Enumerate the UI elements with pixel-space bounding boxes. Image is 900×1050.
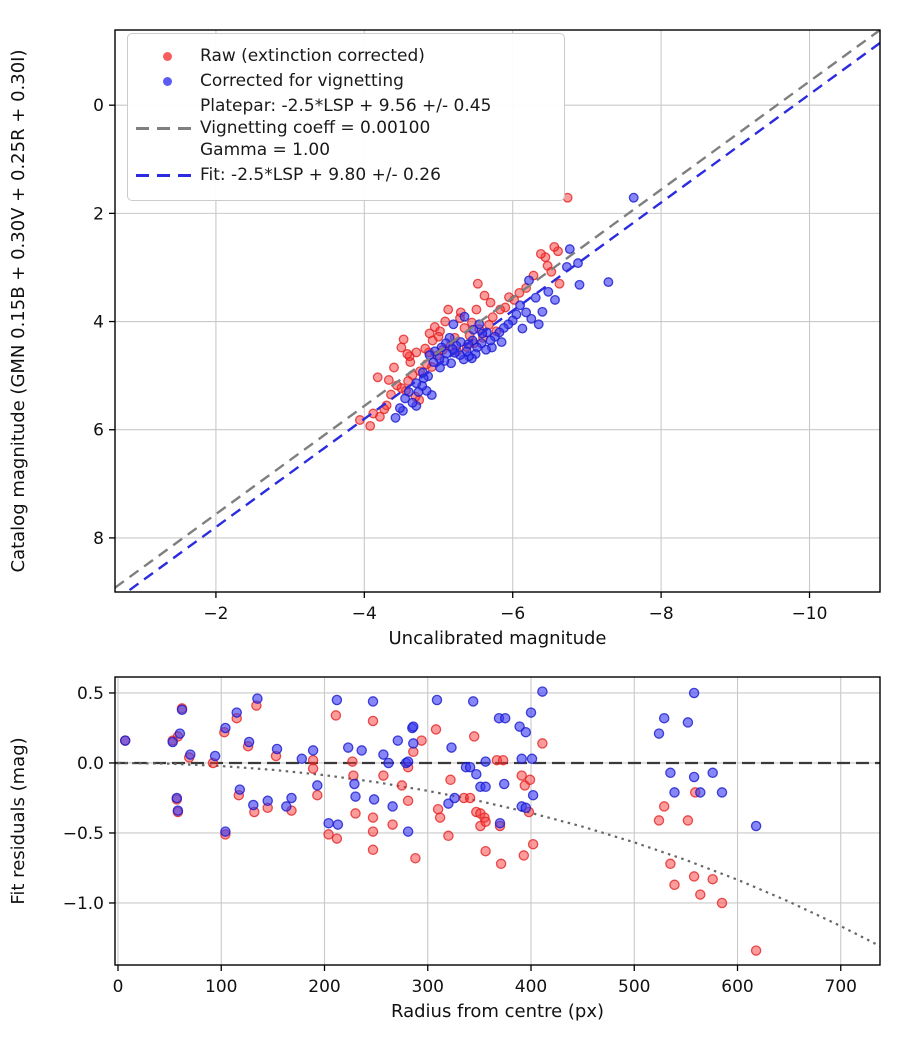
svg-text:0: 0 [113, 977, 124, 997]
legend-label-platepar-1: Platepar: -2.5*LSP + 9.56 +/- 0.45 [200, 96, 492, 117]
legend-label-platepar-2: Vignetting coeff = 0.00100 [200, 118, 431, 139]
svg-text:4: 4 [93, 313, 104, 333]
bottom-xlabel: Radius from centre (px) [391, 1001, 604, 1022]
top-xlabel: Uncalibrated magnitude [388, 628, 606, 649]
svg-text:−0.5: −0.5 [63, 824, 104, 844]
bottom-chart: 0 100 200 300 400 500 600 700 0.5 0.0 −0.5 −1.0 Radi… [8, 676, 881, 1022]
legend-label-fit: Fit: -2.5*LSP + 9.80 +/- 0.26 [200, 165, 441, 186]
svg-text:−8: −8 [649, 604, 674, 624]
svg-text:100: 100 [205, 977, 237, 997]
fit-dash-icon [136, 173, 198, 178]
top-spines [114, 29, 881, 593]
svg-text:400: 400 [515, 977, 547, 997]
legend-label-raw: Raw (extinction corrected) [200, 46, 425, 66]
top-series-1 [390, 192, 639, 423]
top-ylabel: Catalog magnitude (GMN 0.15B + 0.30V + 0… [8, 49, 29, 572]
svg-text:−2: −2 [203, 604, 228, 624]
raw-marker-icon [162, 51, 172, 61]
svg-text:300: 300 [412, 977, 444, 997]
svg-text:500: 500 [618, 977, 650, 997]
svg-text:0.5: 0.5 [77, 684, 104, 704]
top-axes: −2 −4 −6 −8 −10 0 2 4 6 8 Uncalibrated magnitude Ca… [8, 49, 827, 649]
svg-text:−10: −10 [792, 604, 828, 624]
svg-text:−1.0: −1.0 [63, 894, 104, 914]
corrected-marker-icon [162, 76, 172, 86]
svg-text:2: 2 [93, 204, 104, 224]
top-platepar-line [115, 30, 880, 589]
svg-text:0: 0 [93, 96, 104, 116]
svg-text:200: 200 [308, 977, 340, 997]
svg-text:0.0: 0.0 [77, 754, 104, 774]
svg-text:600: 600 [721, 977, 753, 997]
platepar-dash-icon [136, 126, 198, 131]
legend-item-corrected: Corrected for vignetting [134, 70, 554, 92]
svg-text:700: 700 [825, 977, 857, 997]
legend-label-platepar-3: Gamma = 1.00 [200, 140, 331, 161]
svg-text:−4: −4 [352, 604, 377, 624]
bottom-ylabel: Fit residuals (mag) [8, 737, 29, 904]
legend-item-platepar: Platepar: -2.5*LSP + 9.56 +/- 0.45 Vigne… [134, 95, 554, 161]
bottom-series-1 [119, 686, 762, 837]
svg-text:8: 8 [93, 529, 104, 549]
top-fit-line [124, 42, 880, 592]
svg-text:−6: −6 [500, 604, 525, 624]
legend: Raw (extinction corrected) Corrected for… [127, 33, 565, 201]
legend-item-fit: Fit: -2.5*LSP + 9.80 +/- 0.26 [134, 164, 554, 186]
legend-item-raw: Raw (extinction corrected) [134, 45, 554, 67]
bottom-axes: 0 100 200 300 400 500 600 700 0.5 0.0 −0.5 −1.0 Radi… [8, 684, 857, 1022]
bottom-series-0 [119, 700, 762, 956]
svg-text:6: 6 [93, 421, 104, 441]
bottom-model-curve [117, 761, 880, 948]
bottom-spines [114, 676, 881, 966]
legend-label-corrected: Corrected for vignetting [200, 71, 404, 92]
